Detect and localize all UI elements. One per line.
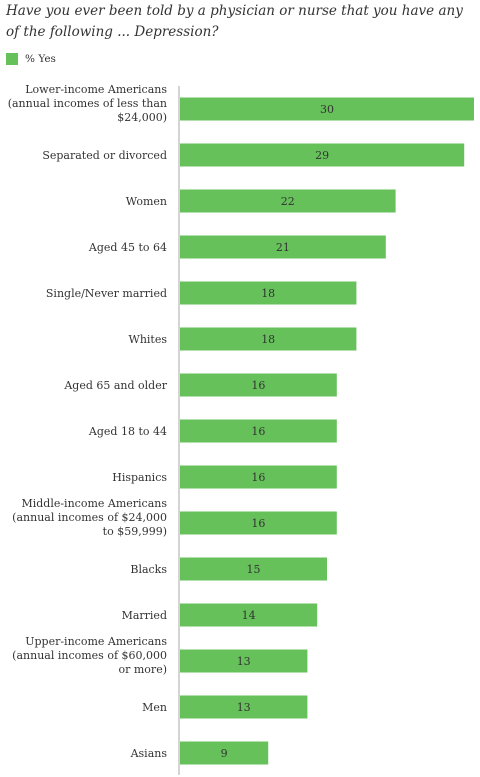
bar-value-label: 29 bbox=[315, 149, 329, 162]
bar-value-label: 16 bbox=[251, 425, 265, 438]
bar bbox=[180, 373, 337, 397]
category-label: Hispanics bbox=[112, 471, 167, 484]
bar-value-label: 22 bbox=[281, 195, 295, 208]
bar bbox=[180, 465, 337, 489]
bar-value-label: 16 bbox=[251, 379, 265, 392]
category-label: Middle-income Americans (annual incomes o… bbox=[12, 497, 167, 538]
bar-value-label: 18 bbox=[261, 333, 275, 346]
bar bbox=[180, 281, 357, 305]
bar bbox=[180, 603, 318, 627]
bar-value-label: 16 bbox=[251, 471, 265, 484]
category-label: Asians bbox=[130, 747, 168, 760]
category-label: Married bbox=[122, 609, 167, 622]
bar-value-label: 21 bbox=[276, 241, 290, 254]
category-label: Single/Never married bbox=[46, 287, 167, 300]
bar bbox=[180, 235, 386, 259]
category-label: Whites bbox=[129, 333, 168, 346]
category-label: Women bbox=[126, 195, 167, 208]
chart-title: Have you ever been told by a physician o… bbox=[6, 3, 463, 40]
bar bbox=[180, 419, 337, 443]
bar-value-label: 13 bbox=[237, 701, 251, 714]
bar bbox=[180, 143, 465, 167]
bar bbox=[180, 97, 474, 121]
bar-value-label: 14 bbox=[242, 609, 256, 622]
bar bbox=[180, 511, 337, 535]
bar-value-label: 30 bbox=[320, 103, 334, 116]
bar-value-label: 18 bbox=[261, 287, 275, 300]
category-label: Men bbox=[142, 701, 167, 714]
category-label: Aged 65 and older bbox=[63, 379, 167, 392]
bar-value-label: 15 bbox=[247, 563, 261, 576]
category-label: Upper-income Americans (annual incomes of… bbox=[12, 635, 167, 676]
legend: % Yes bbox=[6, 52, 56, 66]
bar bbox=[180, 327, 357, 351]
legend-swatch bbox=[6, 53, 18, 65]
bar-value-label: 9 bbox=[221, 747, 228, 760]
category-label: Lower-income Americans (annual incomes of… bbox=[8, 83, 168, 124]
legend-label: % Yes bbox=[25, 53, 56, 65]
bar-value-label: 13 bbox=[237, 655, 251, 668]
category-label: Aged 18 to 44 bbox=[88, 425, 167, 438]
bar bbox=[180, 741, 269, 765]
category-label: Aged 45 to 64 bbox=[88, 241, 167, 254]
bar bbox=[180, 557, 327, 581]
bar bbox=[180, 695, 308, 719]
category-label: Blacks bbox=[130, 563, 167, 576]
bar-value-label: 16 bbox=[251, 517, 265, 530]
bar bbox=[180, 189, 396, 213]
category-label: Separated or divorced bbox=[42, 149, 167, 162]
bar bbox=[180, 649, 308, 673]
